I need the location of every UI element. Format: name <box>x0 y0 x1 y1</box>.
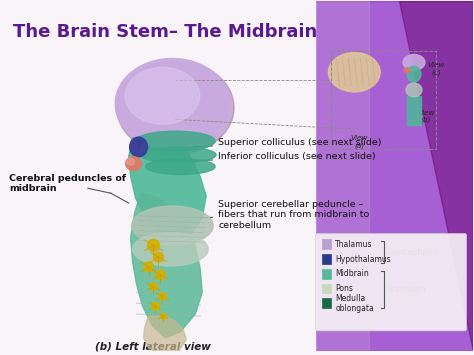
Ellipse shape <box>403 55 425 70</box>
Ellipse shape <box>328 53 380 92</box>
Text: Midbrain: Midbrain <box>336 269 369 278</box>
Circle shape <box>152 302 159 310</box>
Ellipse shape <box>132 206 213 245</box>
Ellipse shape <box>126 157 142 170</box>
Text: Thalamus: Thalamus <box>336 240 373 249</box>
Ellipse shape <box>406 83 422 97</box>
Text: Brainstem: Brainstem <box>386 285 426 294</box>
Bar <box>321 269 331 279</box>
Polygon shape <box>310 1 473 350</box>
Text: (b) Left lateral view: (b) Left lateral view <box>94 342 210 352</box>
Bar <box>321 284 331 294</box>
Circle shape <box>149 283 157 290</box>
Text: Medulla
oblongata: Medulla oblongata <box>336 294 374 313</box>
Circle shape <box>161 313 166 319</box>
Text: Superior cerebellar peduncle –
fibers that run from midbrain to
cerebellum: Superior cerebellar peduncle – fibers th… <box>201 200 369 230</box>
Bar <box>321 254 331 264</box>
Circle shape <box>147 239 159 251</box>
Ellipse shape <box>146 159 215 175</box>
Ellipse shape <box>136 131 215 151</box>
Circle shape <box>154 252 164 262</box>
Bar <box>407 96 421 125</box>
Ellipse shape <box>404 68 410 73</box>
Ellipse shape <box>115 59 229 149</box>
Bar <box>321 239 331 249</box>
Bar <box>321 299 331 308</box>
Text: View
(c): View (c) <box>427 62 445 76</box>
Bar <box>1 1 315 350</box>
Polygon shape <box>310 1 369 350</box>
Text: Diencephalon: Diencephalon <box>386 248 439 257</box>
Text: Superior colliculus (see next slide): Superior colliculus (see next slide) <box>191 137 382 147</box>
FancyBboxPatch shape <box>316 234 466 331</box>
Polygon shape <box>131 193 202 338</box>
Ellipse shape <box>117 61 234 154</box>
Circle shape <box>155 270 165 280</box>
Polygon shape <box>399 1 473 350</box>
Bar <box>331 50 436 149</box>
Ellipse shape <box>129 137 147 157</box>
Text: Inferior colliculus (see next slide): Inferior colliculus (see next slide) <box>195 152 376 161</box>
Polygon shape <box>144 316 186 355</box>
Ellipse shape <box>407 66 421 82</box>
Polygon shape <box>128 135 206 242</box>
Ellipse shape <box>133 233 208 266</box>
Text: Hypothalamus: Hypothalamus <box>336 255 391 263</box>
Ellipse shape <box>127 158 135 165</box>
Ellipse shape <box>125 67 200 124</box>
Circle shape <box>144 262 154 272</box>
Circle shape <box>158 293 166 300</box>
Ellipse shape <box>141 147 216 163</box>
Text: The Brain Stem– The Midbrain: The Brain Stem– The Midbrain <box>13 23 318 41</box>
Text: Pons: Pons <box>336 284 353 293</box>
Text: Cerebral peduncles of
midbrain: Cerebral peduncles of midbrain <box>9 174 127 193</box>
Text: View
(b): View (b) <box>417 110 435 123</box>
Text: View
(a): View (a) <box>351 135 368 149</box>
